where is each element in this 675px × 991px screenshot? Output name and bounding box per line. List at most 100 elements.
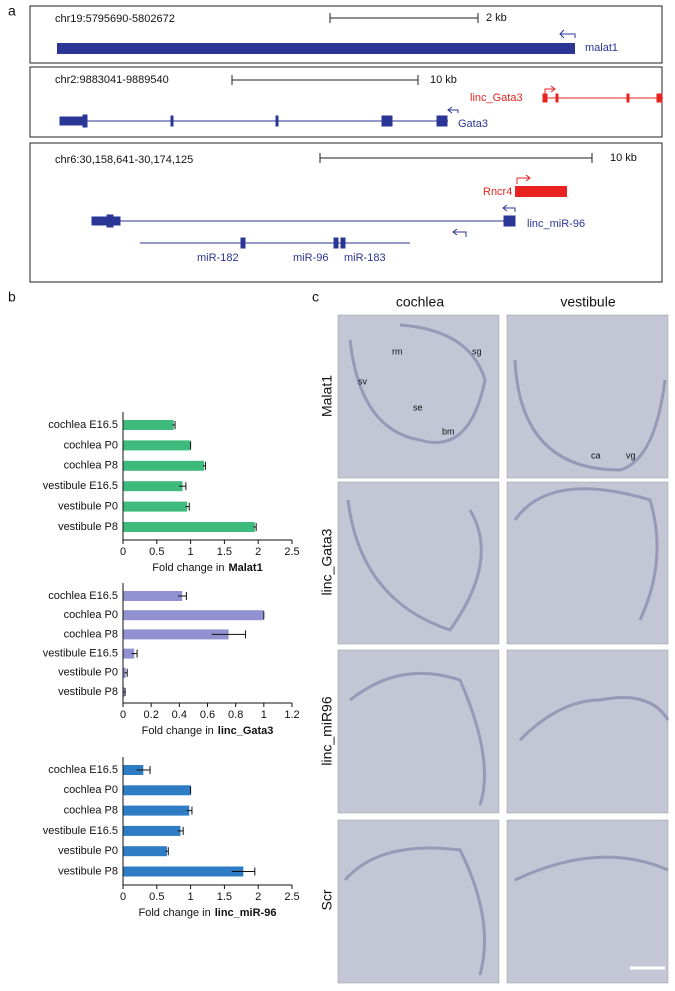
micrograph	[506, 649, 669, 814]
panel-label: b	[8, 289, 16, 305]
bar	[123, 629, 229, 640]
x-axis-label-text: Fold change in	[142, 725, 214, 737]
bar	[123, 420, 174, 430]
x-axis-label-text: Fold change in	[139, 907, 211, 919]
category-label: vestibule E16.5	[43, 825, 118, 837]
track-box	[29, 5, 663, 64]
x-tick-label: 1	[188, 546, 194, 558]
track-box	[29, 142, 663, 283]
panel-label: c	[312, 289, 319, 305]
bar	[123, 648, 135, 659]
x-axis-label-gene: linc_miR-96	[215, 907, 277, 919]
bar	[123, 846, 167, 857]
category-label: vestibule P0	[58, 845, 118, 857]
annotation: bm	[442, 426, 455, 436]
micrograph	[337, 314, 500, 479]
row-header: linc_miR96	[319, 696, 335, 765]
x-tick-label: 0	[120, 709, 126, 721]
x-tick-label: 1.5	[217, 891, 232, 903]
column-header: cochlea	[396, 294, 444, 310]
x-tick-label: 2.5	[284, 891, 299, 903]
micrograph	[506, 481, 669, 645]
bar	[123, 825, 181, 836]
annotation: sv	[358, 376, 368, 386]
gene-label: miR-182	[197, 252, 239, 264]
region: chr19:5795690-5802672	[55, 13, 175, 25]
annotation: vg	[626, 450, 636, 460]
scale-label: 2 kb	[486, 12, 507, 24]
bar	[123, 765, 144, 775]
region: chr6:30,158,641-30,174,125	[55, 154, 193, 166]
scale-bar	[329, 13, 479, 23]
annotation: se	[413, 402, 423, 412]
bar	[123, 481, 183, 492]
category-label: cochlea P8	[64, 628, 118, 640]
category-label: cochlea P8	[64, 805, 118, 817]
scale-label: 10 kb	[610, 152, 637, 164]
category-label: cochlea E16.5	[48, 764, 118, 776]
gene-body	[57, 43, 575, 54]
linc-mir96-model	[91, 204, 516, 228]
x-tick-label: 1.2	[284, 709, 299, 721]
x-tick-label: 1	[188, 891, 194, 903]
category-label: cochlea P0	[64, 439, 118, 451]
x-tick-label: 0.8	[228, 709, 243, 721]
x-axis-label-text: Fold change in	[152, 562, 224, 574]
scale-label: 10 kb	[430, 74, 457, 86]
gene-label: miR-183	[344, 252, 386, 264]
scale-bar	[231, 75, 419, 85]
gata3-model	[59, 106, 459, 128]
category-label: vestibule E16.5	[43, 648, 118, 660]
gene-label: Rncr4	[483, 186, 512, 198]
x-axis-label: Fold change in linc_Gata3	[142, 725, 274, 737]
x-axis-label-gene: linc_Gata3	[218, 725, 274, 737]
category-label: vestibule P8	[58, 686, 118, 698]
row-header: Scr	[319, 889, 335, 910]
bar	[123, 866, 244, 877]
gene-label: linc_miR-96	[527, 218, 585, 230]
bar	[123, 460, 205, 471]
column-header: vestibule	[560, 294, 615, 310]
x-axis-label: Fold change in linc_miR-96	[139, 907, 277, 919]
annotation: sg	[472, 346, 482, 356]
bar	[123, 440, 191, 451]
row-header: linc_Gata3	[319, 528, 335, 595]
x-axis-label: Fold change in Malat1	[152, 562, 262, 574]
micrograph	[337, 819, 500, 984]
x-tick-label: 1	[261, 709, 267, 721]
region: chr2:9883041-9889540	[55, 74, 169, 86]
gene-label: malat1	[585, 42, 618, 54]
category-label: cochlea P8	[64, 460, 118, 472]
row-header: Malat1	[319, 375, 335, 417]
bar	[123, 501, 188, 512]
category-label: vestibule P0	[58, 667, 118, 679]
x-tick-label: 0.2	[144, 709, 159, 721]
micrograph	[506, 314, 669, 479]
scale-bar	[319, 153, 593, 163]
category-label: cochlea E16.5	[48, 590, 118, 602]
annotation: rm	[392, 346, 403, 356]
panel-label: a	[8, 3, 16, 19]
category-label: cochlea P0	[64, 609, 118, 621]
gene-label: linc_Gata3	[470, 92, 523, 104]
mir-cluster-model	[140, 228, 467, 249]
x-tick-label: 0.6	[200, 709, 215, 721]
bar	[123, 687, 125, 697]
x-tick-label: 0.5	[149, 891, 164, 903]
x-tick-label: 0	[120, 891, 126, 903]
category-label: vestibule P8	[58, 865, 118, 877]
category-label: cochlea P0	[64, 784, 118, 796]
x-tick-label: 0.5	[149, 546, 164, 558]
bar	[123, 785, 191, 796]
bar	[123, 610, 264, 621]
linc-gata3-model	[542, 85, 663, 103]
strand-arrow	[516, 174, 531, 184]
gene-label: Gata3	[458, 118, 488, 130]
x-tick-label: 0	[120, 546, 126, 558]
micrograph	[337, 481, 500, 645]
bar	[123, 591, 183, 601]
micrograph	[506, 819, 669, 984]
micrograph	[337, 649, 500, 814]
strand-arrow	[559, 29, 576, 39]
